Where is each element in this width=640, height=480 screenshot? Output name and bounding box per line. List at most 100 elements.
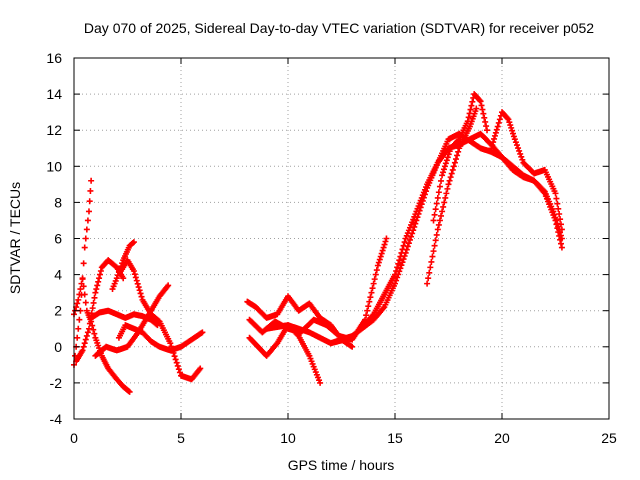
- y-tick-label: 2: [54, 303, 62, 319]
- data-point: [426, 269, 433, 276]
- data-point: [366, 298, 373, 305]
- data-point: [434, 226, 441, 233]
- data-point: [555, 205, 562, 212]
- data-point: [473, 105, 480, 112]
- data-point: [552, 190, 559, 197]
- data-point: [174, 362, 181, 369]
- data-point: [82, 299, 89, 306]
- data-point: [551, 211, 558, 218]
- data-point: [374, 262, 381, 269]
- y-tick-label: 10: [46, 158, 62, 174]
- data-point: [90, 299, 97, 306]
- data-point: [412, 220, 419, 227]
- data-point: [441, 199, 448, 206]
- data-point: [399, 246, 406, 253]
- data-point: [558, 244, 565, 251]
- data-point: [480, 110, 487, 117]
- data-point: [363, 312, 370, 319]
- data-point: [558, 235, 565, 242]
- data-point: [555, 223, 562, 230]
- data-point: [85, 208, 92, 215]
- data-point: [550, 208, 557, 215]
- series-track-3: [73, 257, 127, 365]
- data-point: [126, 388, 133, 395]
- data-point: [438, 212, 445, 219]
- data-point: [444, 154, 451, 161]
- data-point: [94, 282, 101, 289]
- data-point: [371, 276, 378, 283]
- data-point: [77, 286, 84, 293]
- data-point: [176, 369, 183, 376]
- data-point: [382, 238, 389, 245]
- data-point: [540, 187, 547, 194]
- data-point: [90, 326, 97, 333]
- x-tick-label: 0: [70, 430, 78, 446]
- data-point: [378, 250, 385, 257]
- data-point: [81, 291, 88, 298]
- data-point: [518, 153, 525, 160]
- data-point: [513, 142, 520, 149]
- data-point: [136, 287, 143, 294]
- data-point: [519, 156, 526, 163]
- data-point: [482, 118, 489, 125]
- data-point: [74, 334, 81, 341]
- data-point: [436, 217, 443, 224]
- data-point: [481, 114, 488, 121]
- data-point: [83, 226, 90, 233]
- data-point: [392, 280, 398, 287]
- data-point: [441, 163, 448, 170]
- data-point: [91, 330, 98, 337]
- data-point: [430, 217, 437, 224]
- data-point: [436, 183, 443, 190]
- data-point: [173, 359, 180, 366]
- data-point: [397, 265, 404, 272]
- data-point: [440, 166, 447, 173]
- data-point: [76, 316, 83, 323]
- data-point: [413, 217, 420, 224]
- data-point: [425, 275, 432, 282]
- data-point: [433, 200, 440, 207]
- data-point: [442, 194, 449, 201]
- data-point: [93, 286, 100, 293]
- data-point: [431, 242, 438, 249]
- data-point: [396, 257, 403, 264]
- gridlines: [74, 58, 609, 419]
- data-point: [392, 271, 398, 278]
- x-tick-label: 15: [387, 430, 403, 446]
- data-point: [552, 214, 559, 221]
- data-point: [133, 277, 140, 284]
- data-point: [80, 283, 87, 290]
- data-point: [114, 272, 121, 279]
- data-point: [134, 280, 141, 287]
- data-point: [172, 356, 179, 363]
- data-point: [80, 343, 87, 350]
- data-point: [169, 346, 176, 353]
- data-point: [394, 264, 401, 271]
- data-point: [406, 236, 413, 243]
- data-point: [438, 177, 445, 184]
- data-point: [557, 216, 564, 223]
- data-point: [496, 116, 503, 123]
- data-point: [493, 126, 500, 133]
- data-point: [478, 102, 485, 109]
- data-point: [364, 307, 371, 314]
- data-point: [439, 208, 446, 215]
- data-point: [120, 275, 127, 282]
- data-point: [86, 198, 93, 205]
- data-point: [82, 336, 89, 343]
- data-point: [464, 118, 471, 125]
- data-point: [129, 240, 136, 247]
- data-point: [367, 294, 374, 301]
- y-tick-label: 4: [54, 267, 62, 283]
- data-point: [557, 232, 564, 239]
- data-point: [445, 181, 452, 188]
- data-point: [492, 129, 499, 136]
- data-point: [398, 249, 405, 256]
- data-point: [376, 256, 383, 263]
- series-track-6: [92, 282, 172, 359]
- data-point: [468, 102, 475, 109]
- data-point: [435, 221, 442, 228]
- y-tick-label: 14: [46, 86, 62, 102]
- data-point: [165, 282, 172, 289]
- data-point: [558, 240, 565, 247]
